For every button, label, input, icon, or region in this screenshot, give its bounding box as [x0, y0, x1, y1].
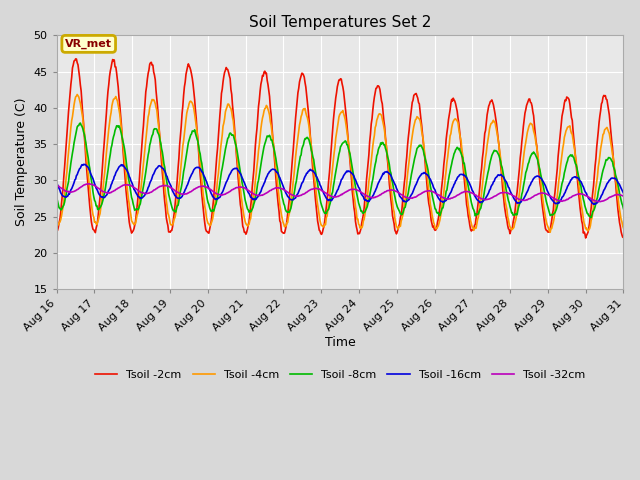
Tsoil -2cm — [426, 210, 434, 216]
Tsoil -16cm — [410, 187, 418, 192]
Tsoil -8cm — [180, 168, 188, 174]
Tsoil -16cm — [589, 202, 597, 207]
Tsoil -32cm — [53, 182, 61, 188]
Tsoil -16cm — [122, 166, 130, 172]
Title: Soil Temperatures Set 2: Soil Temperatures Set 2 — [249, 15, 431, 30]
Tsoil -4cm — [620, 225, 627, 231]
Tsoil -4cm — [547, 229, 554, 235]
Tsoil -8cm — [53, 195, 61, 201]
Tsoil -32cm — [620, 193, 627, 199]
Tsoil -32cm — [410, 195, 418, 201]
Tsoil -8cm — [77, 120, 84, 126]
Tsoil -4cm — [74, 92, 81, 97]
X-axis label: Time: Time — [324, 336, 355, 349]
Tsoil -2cm — [210, 196, 218, 202]
Line: Tsoil -16cm: Tsoil -16cm — [57, 164, 623, 204]
Tsoil -16cm — [53, 180, 61, 186]
Tsoil -8cm — [426, 183, 434, 189]
Tsoil -16cm — [63, 193, 71, 199]
Tsoil -16cm — [180, 191, 188, 196]
Line: Tsoil -2cm: Tsoil -2cm — [57, 59, 623, 238]
Tsoil -32cm — [180, 192, 188, 197]
Tsoil -8cm — [63, 186, 71, 192]
Tsoil -2cm — [53, 228, 61, 233]
Tsoil -4cm — [410, 123, 418, 129]
Tsoil -16cm — [426, 177, 434, 182]
Tsoil -16cm — [620, 190, 627, 196]
Tsoil -32cm — [595, 199, 603, 204]
Tsoil -8cm — [210, 208, 218, 214]
Tsoil -4cm — [180, 138, 188, 144]
Tsoil -2cm — [72, 56, 79, 62]
Tsoil -2cm — [582, 235, 589, 241]
Tsoil -2cm — [620, 235, 627, 240]
Tsoil -16cm — [79, 161, 87, 167]
Line: Tsoil -32cm: Tsoil -32cm — [57, 184, 623, 202]
Tsoil -4cm — [63, 168, 71, 174]
Tsoil -2cm — [410, 93, 418, 98]
Tsoil -4cm — [122, 172, 130, 178]
Tsoil -32cm — [85, 181, 93, 187]
Tsoil -8cm — [620, 206, 627, 212]
Tsoil -8cm — [122, 158, 130, 164]
Line: Tsoil -8cm: Tsoil -8cm — [57, 123, 623, 217]
Tsoil -4cm — [53, 218, 61, 224]
Tsoil -16cm — [210, 194, 218, 200]
Tsoil -4cm — [210, 210, 218, 216]
Tsoil -8cm — [410, 159, 418, 165]
Y-axis label: Soil Temperature (C): Soil Temperature (C) — [15, 98, 28, 227]
Tsoil -8cm — [588, 215, 595, 220]
Tsoil -32cm — [122, 182, 130, 188]
Tsoil -32cm — [210, 189, 218, 195]
Tsoil -2cm — [180, 92, 188, 98]
Tsoil -4cm — [426, 202, 434, 207]
Tsoil -2cm — [122, 188, 130, 194]
Legend: Tsoil -2cm, Tsoil -4cm, Tsoil -8cm, Tsoil -16cm, Tsoil -32cm: Tsoil -2cm, Tsoil -4cm, Tsoil -8cm, Tsoi… — [91, 366, 589, 384]
Text: VR_met: VR_met — [65, 39, 112, 49]
Tsoil -32cm — [63, 189, 71, 194]
Tsoil -32cm — [426, 188, 434, 194]
Line: Tsoil -4cm: Tsoil -4cm — [57, 95, 623, 232]
Tsoil -2cm — [63, 132, 71, 138]
